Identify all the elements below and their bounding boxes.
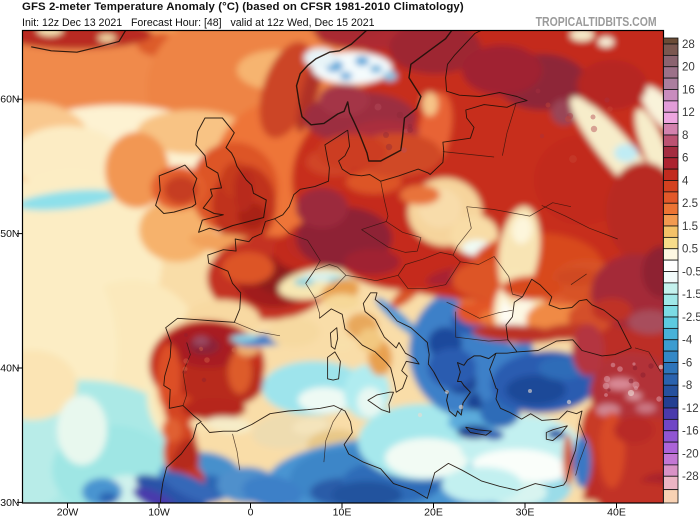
svg-text:28: 28: [682, 39, 695, 51]
svg-text:-12: -12: [682, 403, 699, 415]
svg-text:20: 20: [682, 62, 695, 74]
svg-text:12: 12: [682, 107, 695, 119]
svg-text:-2.5: -2.5: [682, 312, 700, 324]
svg-text:10W: 10W: [148, 507, 170, 517]
svg-text:20E: 20E: [424, 507, 443, 517]
svg-text:50N: 50N: [0, 228, 19, 240]
svg-text:0: 0: [248, 507, 254, 517]
svg-text:8: 8: [682, 130, 688, 142]
svg-text:40N: 40N: [0, 363, 19, 375]
svg-text:60N: 60N: [0, 94, 19, 106]
svg-text:6: 6: [682, 153, 688, 165]
svg-text:-28: -28: [682, 471, 699, 483]
svg-text:4: 4: [682, 175, 689, 187]
svg-text:-1.5: -1.5: [682, 289, 700, 301]
svg-text:-8: -8: [682, 380, 692, 392]
svg-text:40E: 40E: [607, 507, 626, 517]
svg-text:1.5: 1.5: [682, 221, 698, 233]
svg-text:20W: 20W: [57, 507, 79, 517]
svg-text:16: 16: [682, 84, 695, 96]
svg-text:0.5: 0.5: [682, 244, 698, 256]
svg-text:30N: 30N: [0, 497, 19, 509]
svg-text:-0.5: -0.5: [682, 266, 700, 278]
svg-text:-16: -16: [682, 426, 699, 438]
svg-text:2.5: 2.5: [682, 198, 698, 210]
svg-text:10E: 10E: [333, 507, 352, 517]
svg-text:30E: 30E: [516, 507, 535, 517]
svg-text:-6: -6: [682, 357, 692, 369]
svg-text:-4: -4: [682, 335, 693, 347]
svg-text:-20: -20: [682, 448, 699, 460]
